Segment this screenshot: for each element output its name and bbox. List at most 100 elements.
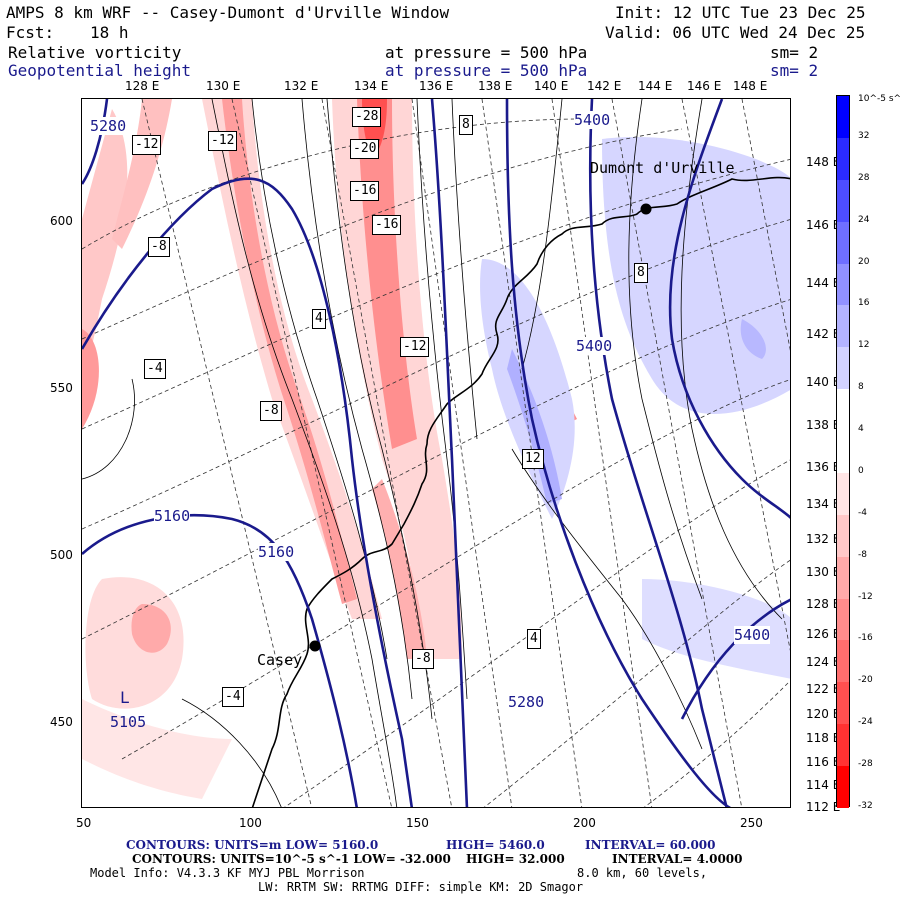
positive-vorticity-shading — [480, 137, 790, 679]
coastline — [251, 176, 790, 807]
station-label: Dumont d'Urville — [590, 159, 735, 177]
field-1-level: at pressure = 500 hPa — [385, 43, 588, 62]
forecast-hour: 18 h — [90, 23, 129, 42]
map-title: AMPS 8 km WRF -- Casey-Dumont d'Urville … — [6, 3, 450, 22]
right-lon-label: 144 E — [806, 276, 841, 290]
footer-vort-interval: INTERVAL= 4.0000 — [612, 852, 743, 866]
colorbar-segment — [837, 640, 849, 683]
top-lon-label: 144 E — [638, 79, 673, 93]
colorbar-level-label: -24 — [858, 717, 873, 728]
colorbar-level-label: -28 — [858, 759, 873, 770]
vorticity-label: 12 — [522, 449, 544, 469]
lat-lon-grid — [82, 99, 790, 807]
top-lon-label: 142 E — [587, 79, 622, 93]
x-tick-label: 200 — [573, 816, 596, 830]
footer-model-info: Model Info: V4.3.3 KF MYJ PBL Morrison — [90, 866, 365, 880]
top-lon-label: 140 E — [534, 79, 569, 93]
vorticity-label: -4 — [222, 687, 244, 707]
top-lon-label: 130 E — [206, 79, 241, 93]
field-1-name: Relative vorticity — [8, 43, 182, 62]
right-lon-label: 128 E — [806, 597, 841, 611]
top-lon-label: 134 E — [354, 79, 389, 93]
dumont-durville-marker — [640, 203, 652, 215]
colorbar-segment — [837, 305, 849, 348]
map-panel: Dumont d'Urville Casey 5280 5400 5400 51… — [81, 98, 791, 808]
height-contour-label: 5400 — [574, 111, 611, 129]
right-lon-label: 114 E — [806, 778, 841, 792]
colorbar-segment — [837, 263, 849, 306]
low-pressure-marker: L — [120, 688, 130, 707]
y-tick-label: 600 — [50, 214, 73, 228]
colorbar-segment — [837, 431, 849, 474]
colorbar-level-label: 16 — [858, 298, 870, 309]
right-lon-label: 124 E — [806, 655, 841, 669]
height-contour-label: 5400 — [734, 626, 771, 644]
forecast-label: Fcst: — [6, 23, 55, 42]
colorbar-level-label: 20 — [858, 256, 870, 267]
colorbar-unit-label: 10^-5 s^-1 — [858, 94, 900, 104]
init-time: Init: 12 UTC Tue 23 Dec 25 — [615, 3, 866, 22]
colorbar-level-label: -4 — [858, 507, 867, 518]
height-contour-label: 5160 — [154, 507, 191, 525]
right-lon-label: 132 E — [806, 532, 841, 546]
colorbar-segment — [837, 179, 849, 223]
y-tick-label: 550 — [50, 381, 73, 395]
colorbar-segment — [837, 221, 849, 265]
right-lon-label: 140 E — [806, 375, 841, 389]
right-lon-label: 120 E — [806, 707, 841, 721]
colorbar-segment — [837, 556, 849, 600]
footer-vort-contours: CONTOURS: UNITS=10^-5 s^-1 LOW= -32.000 — [132, 852, 451, 866]
vorticity-label: -4 — [144, 359, 166, 379]
top-lon-label: 138 E — [478, 79, 513, 93]
vorticity-label: -8 — [412, 649, 434, 669]
colorbar-level-label: -20 — [858, 675, 873, 686]
right-lon-label: 118 E — [806, 731, 841, 745]
casey-marker — [309, 640, 321, 652]
top-lon-label: 136 E — [419, 79, 454, 93]
height-contour-label: 5280 — [90, 117, 127, 135]
vorticity-label: -12 — [132, 135, 162, 155]
colorbar-segment — [837, 347, 849, 390]
colorbar-segment — [837, 598, 849, 641]
colorbar-segment — [837, 682, 849, 725]
y-tick-label: 450 — [50, 715, 73, 729]
colorbar-segment — [837, 389, 849, 432]
colorbar-level-label: 8 — [858, 382, 864, 393]
height-contour-label: 5400 — [576, 337, 613, 355]
right-lon-label: 130 E — [806, 565, 841, 579]
map-canvas — [82, 99, 790, 807]
colorbar-segment — [837, 137, 849, 181]
colorbar-level-label: 12 — [858, 340, 870, 351]
colorbar-level-label: -8 — [858, 549, 867, 560]
colorbar-level-label: 4 — [858, 424, 864, 435]
colorbar-level-label: 32 — [858, 130, 870, 141]
vorticity-label: -28 — [352, 107, 382, 127]
colorbar-level-label: 0 — [858, 465, 864, 476]
colorbar-level-label: -32 — [858, 801, 873, 811]
vorticity-label: -20 — [350, 139, 380, 159]
colorbar-level-label: 24 — [858, 214, 870, 225]
vorticity-label: 8 — [634, 263, 648, 283]
colorbar-segment — [837, 514, 849, 558]
vorticity-label: 4 — [527, 629, 541, 649]
right-lon-label: 134 E — [806, 497, 841, 511]
geopotential-height-contours — [82, 99, 790, 807]
footer-height-high: HIGH= 5460.0 — [446, 838, 545, 852]
field-2-level: at pressure = 500 hPa — [385, 61, 588, 80]
height-contour-label: 5105 — [110, 713, 147, 731]
x-tick-label: 250 — [740, 816, 763, 830]
colorbar-segment — [837, 472, 849, 516]
vorticity-label: -12 — [208, 131, 238, 151]
negative-vorticity-shading — [82, 99, 577, 799]
colorbar-segment — [837, 96, 849, 139]
field-2-name: Geopotential height — [8, 61, 192, 80]
colorbar-level-label: -16 — [858, 633, 873, 644]
footer-vort-high: HIGH= 32.000 — [466, 852, 565, 866]
footer-height-contours: CONTOURS: UNITS=m LOW= 5160.0 — [126, 838, 379, 852]
right-lon-label: 116 E — [806, 755, 841, 769]
vorticity-label: -16 — [372, 215, 402, 235]
x-tick-label: 150 — [406, 816, 429, 830]
right-lon-label: 138 E — [806, 418, 841, 432]
colorbar-level-label: -12 — [858, 591, 873, 602]
height-contour-label: 5280 — [508, 693, 545, 711]
